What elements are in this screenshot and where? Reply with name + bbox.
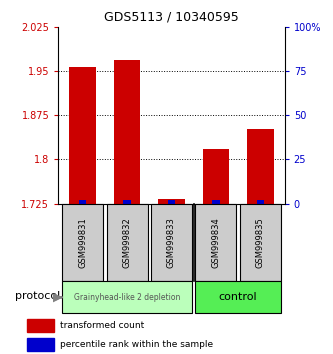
Text: GSM999832: GSM999832 (123, 217, 132, 268)
Text: percentile rank within the sample: percentile rank within the sample (60, 340, 213, 349)
Bar (168, 200, 175, 204)
Bar (240, 204, 281, 281)
Bar (202, 149, 229, 204)
Bar (158, 199, 185, 204)
Text: Grainyhead-like 2 depletion: Grainyhead-like 2 depletion (74, 293, 180, 302)
Bar (195, 281, 281, 313)
Bar (123, 200, 131, 204)
Text: GSM999834: GSM999834 (211, 217, 220, 268)
Bar (212, 200, 220, 204)
Text: ▶: ▶ (53, 292, 62, 302)
Title: GDS5113 / 10340595: GDS5113 / 10340595 (104, 11, 239, 24)
Bar (69, 67, 96, 204)
Text: control: control (219, 292, 257, 302)
Bar (79, 200, 87, 204)
Text: protocol: protocol (15, 291, 60, 301)
Bar (195, 204, 236, 281)
Bar (114, 60, 141, 204)
Bar (27, 319, 54, 332)
Bar (247, 129, 274, 204)
Bar (256, 200, 264, 204)
Text: GSM999835: GSM999835 (256, 217, 265, 268)
Bar (62, 204, 103, 281)
Bar (62, 281, 192, 313)
Text: transformed count: transformed count (60, 321, 144, 330)
Bar (27, 338, 54, 351)
Bar (107, 204, 148, 281)
Text: GSM999833: GSM999833 (167, 217, 176, 268)
Bar (151, 204, 192, 281)
Text: GSM999831: GSM999831 (78, 217, 87, 268)
